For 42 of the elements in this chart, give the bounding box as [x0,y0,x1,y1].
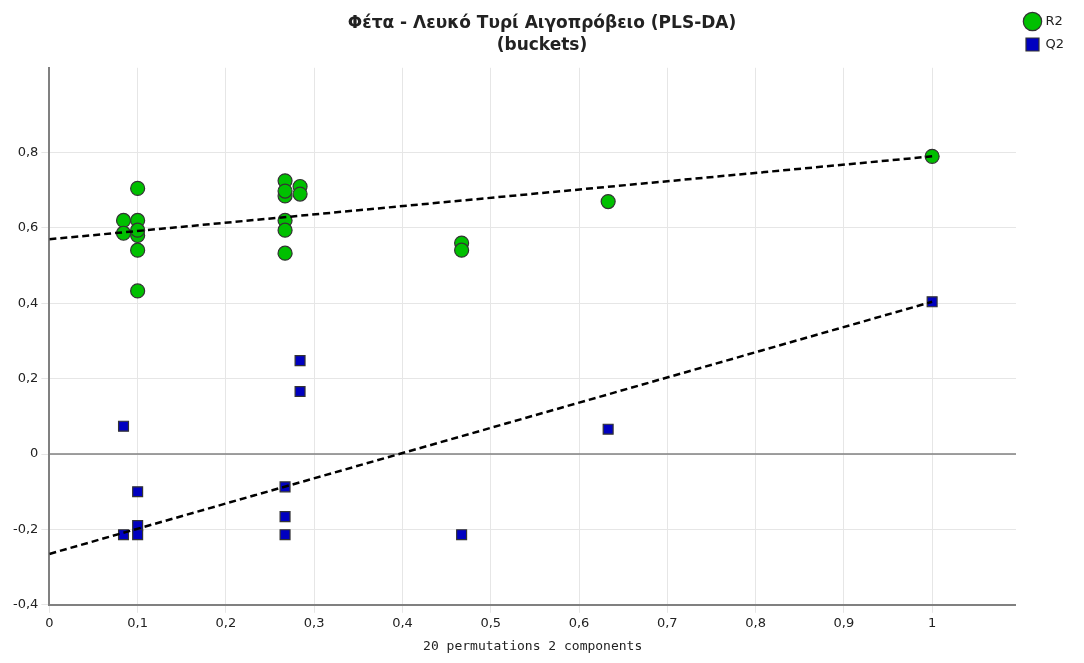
x-tick-label: 0 [45,614,54,630]
x-tick-label: 0,4 [392,614,413,630]
y-tick-label: 0,8 [17,143,39,159]
point [279,511,291,523]
point [130,242,146,258]
y-tick-label: 0 [30,445,39,461]
point [132,529,144,541]
x-tick-label: 0,6 [568,614,590,630]
point [130,180,146,196]
x-tick-label: 0,9 [833,614,855,630]
legend-label: R2 [1045,12,1063,28]
y-tick-label: 0,4 [17,294,39,310]
point [292,186,308,202]
point [130,283,146,299]
point [294,355,306,367]
x-tick-label: 1 [927,614,937,630]
point [456,529,468,541]
x-tick-label: 0,1 [127,614,148,630]
x-tick-label: 0,8 [745,614,766,630]
point [132,486,144,498]
x-tick-label: 0,7 [656,614,678,630]
point [294,385,306,398]
chart-title: Φέτα - Λευκό Τυρί Αιγοπρόβειο (PLS-DA) [347,11,737,32]
y-tick-label: 0,6 [17,219,39,235]
x-tick-label: 0,3 [303,614,325,630]
x-axis-title: 20 permutations 2 components [423,637,643,653]
y-tick-label: 0,2 [17,370,39,386]
x-tick-label: 0,5 [480,614,502,630]
point [277,245,293,261]
point [277,222,293,238]
chart-subtitle: (buckets) [496,34,588,55]
y-tick-label: -0,4 [12,596,39,612]
x-tick-label: 0,2 [215,614,237,630]
y-tick-label: -0,2 [12,520,39,536]
point [115,212,132,229]
legend-label: Q2 [1045,35,1065,51]
point [454,242,470,258]
point [277,183,293,199]
point [600,193,616,210]
point [117,420,130,432]
point [279,529,291,541]
point [602,423,614,435]
